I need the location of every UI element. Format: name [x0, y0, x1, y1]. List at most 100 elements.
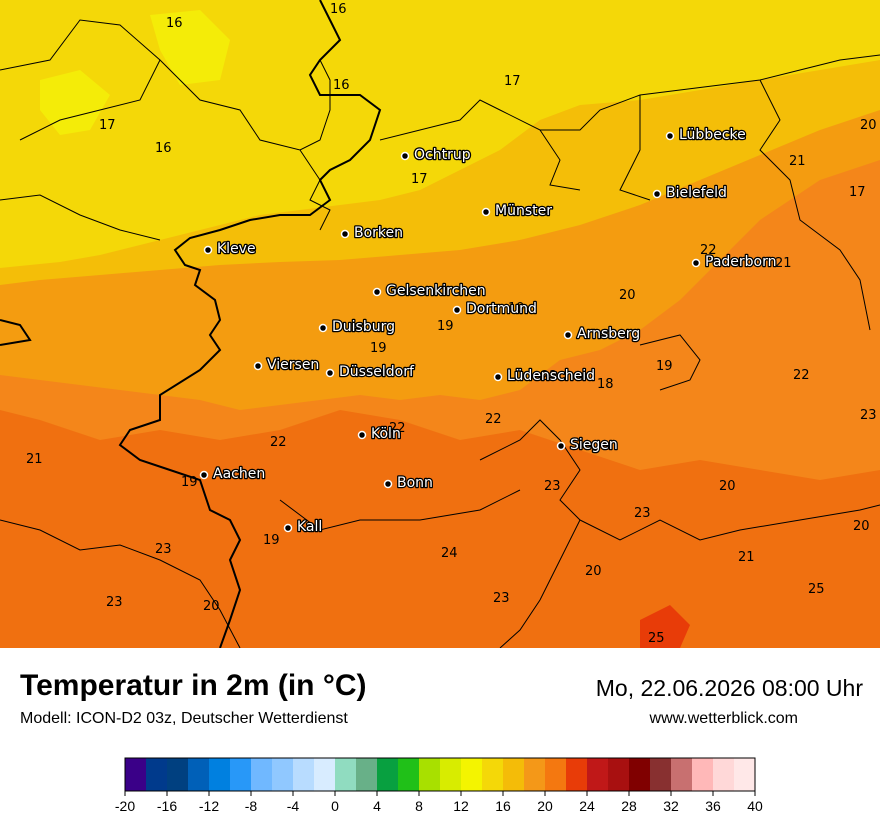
isotherm-label: 24 — [441, 546, 458, 561]
city-markers: Lübbecke Ochtrup Bielefeld Münster Kleve… — [199, 126, 778, 536]
city-label: Siegen — [570, 437, 618, 453]
tick-label: 4 — [373, 798, 381, 814]
isotherm-label: 17 — [99, 118, 116, 133]
color-swatch — [461, 758, 483, 791]
tick-label: 32 — [663, 798, 679, 814]
city-label: Paderborn — [705, 254, 776, 270]
color-swatch — [293, 758, 315, 791]
tick-label: 8 — [415, 798, 423, 814]
isotherm-label: 25 — [808, 582, 825, 597]
city-siegen[interactable]: Siegen — [556, 436, 619, 454]
isotherm-label: 20 — [619, 288, 636, 303]
city-label: Gelsenkirchen — [386, 283, 486, 299]
city-muenster[interactable]: Münster — [481, 202, 554, 220]
city-label: Köln — [371, 426, 401, 442]
temp-zone-20 — [0, 100, 880, 410]
forecast-datetime: Mo, 22.06.2026 08:00 Uhr — [595, 675, 863, 701]
isotherm-label: 21 — [26, 452, 43, 467]
tick-label: -4 — [287, 798, 300, 814]
city-gelsenkirchen[interactable]: Gelsenkirchen — [372, 282, 487, 300]
city-borken[interactable]: Borken — [340, 224, 404, 242]
isotherm-label: 19 — [508, 301, 525, 316]
color-swatch — [335, 758, 357, 791]
isotherm-label: 17 — [849, 185, 866, 200]
city-kall[interactable]: Kall — [283, 518, 324, 536]
color-swatch — [251, 758, 273, 791]
city-label: Viersen — [267, 357, 319, 373]
isotherm-label: 25 — [648, 631, 665, 646]
city-ochtrup[interactable]: Ochtrup — [400, 146, 472, 164]
city-bielefeld[interactable]: Bielefeld — [652, 184, 728, 202]
color-swatch — [125, 758, 147, 791]
isotherm-label: 22 — [389, 421, 406, 436]
color-swatch — [377, 758, 399, 791]
city-dot — [199, 470, 209, 480]
color-swatch — [482, 758, 504, 791]
isotherm-label: 19 — [181, 475, 198, 490]
isotherm-label: 22 — [700, 243, 717, 258]
city-dot — [481, 207, 491, 217]
city-dot — [318, 323, 328, 333]
color-swatch — [398, 758, 420, 791]
model-source: Modell: ICON-D2 03z, Deutscher Wetterdie… — [20, 710, 348, 727]
city-luedenscheid[interactable]: Lüdenscheid — [493, 367, 596, 385]
color-swatch — [146, 758, 168, 791]
color-scale-swatches — [125, 758, 756, 791]
city-duisburg[interactable]: Duisburg — [318, 318, 396, 336]
isotherm-label: 16 — [155, 141, 172, 156]
city-viersen[interactable]: Viersen — [253, 356, 321, 374]
city-dot — [556, 441, 566, 451]
tick-label: 12 — [453, 798, 469, 814]
city-dot — [203, 245, 213, 255]
city-kleve[interactable]: Kleve — [203, 240, 257, 258]
isotherm-label: 20 — [719, 479, 736, 494]
country-borders — [0, 0, 382, 648]
isotherm-label: 22 — [270, 435, 287, 450]
isotherm-label: 20 — [585, 564, 602, 579]
color-swatch — [524, 758, 546, 791]
city-label: Kall — [297, 519, 322, 535]
tick-label: 28 — [621, 798, 637, 814]
isotherm-label: 23 — [860, 408, 877, 423]
city-aachen[interactable]: Aachen — [199, 465, 267, 483]
color-swatch — [650, 758, 672, 791]
website-link[interactable]: www.wetterblick.com — [649, 710, 798, 727]
color-swatch — [230, 758, 252, 791]
city-luebbecke[interactable]: Lübbecke — [665, 126, 747, 144]
city-dot — [665, 131, 675, 141]
city-bonn[interactable]: Bonn — [383, 474, 434, 492]
tick-label: 16 — [495, 798, 511, 814]
isotherm-label: 23 — [544, 479, 561, 494]
city-koeln[interactable]: Köln — [357, 425, 402, 443]
city-dot — [283, 523, 293, 533]
city-paderborn[interactable]: Paderborn — [691, 253, 778, 271]
isotherm-label: 22 — [793, 368, 810, 383]
color-swatch — [608, 758, 630, 791]
isotherm-label: 16 — [166, 16, 183, 31]
city-dot — [383, 479, 393, 489]
isotherm-label: 19 — [437, 319, 454, 334]
city-dot — [652, 189, 662, 199]
city-duesseldorf[interactable]: Düsseldorf — [325, 363, 416, 381]
isotherm-label: 22 — [485, 412, 502, 427]
city-arnsberg[interactable]: Arnsberg — [563, 325, 641, 343]
color-swatch — [356, 758, 378, 791]
isotherm-label: 19 — [263, 533, 280, 548]
color-swatch — [692, 758, 714, 791]
isotherm-label: 16 — [333, 78, 350, 93]
city-dortmund[interactable]: Dortmund — [452, 300, 538, 318]
city-label: Münster — [495, 203, 552, 219]
isotherm-label: 17 — [504, 74, 521, 89]
color-swatch — [209, 758, 231, 791]
color-swatch — [272, 758, 294, 791]
tick-label: 40 — [747, 798, 763, 814]
color-swatch — [587, 758, 609, 791]
isotherm-label: 23 — [106, 595, 123, 610]
isotherm-label: 18 — [597, 377, 614, 392]
temp-zone-15 — [40, 10, 230, 135]
tick-label: 0 — [331, 798, 339, 814]
city-dot — [452, 305, 462, 315]
temperature-map: 16 16 16 17 17 16 17 20 21 17 22 21 20 1… — [0, 0, 880, 648]
tick-label: -8 — [245, 798, 258, 814]
color-swatch — [545, 758, 567, 791]
